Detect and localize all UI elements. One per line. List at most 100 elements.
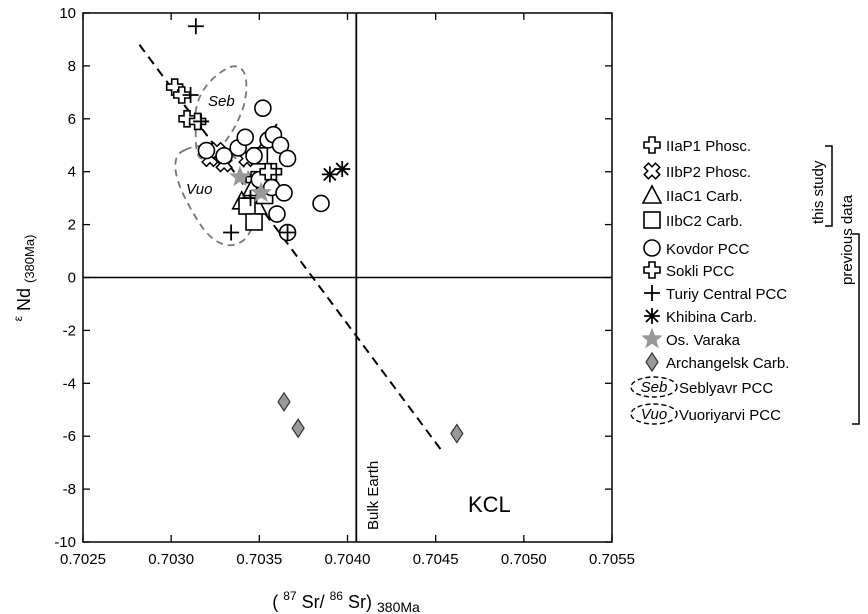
legend-entry: Archangelsk Carb. bbox=[645, 351, 789, 373]
data-points bbox=[165, 18, 464, 444]
data-point bbox=[268, 205, 286, 223]
legend: IIaP1 Phosc. IIbP2 Phosc. IIaC1 Carb. IIbC2… bbox=[630, 136, 789, 425]
series-plus bbox=[182, 18, 296, 241]
x-tick-label: 0.7055 bbox=[589, 551, 635, 568]
y-tick-label: 4 bbox=[68, 164, 76, 181]
seb-field-label: Seb bbox=[208, 93, 235, 110]
legend-entry-field: Vuo Vuoriyarvi PCC bbox=[630, 403, 781, 425]
series-star bbox=[229, 165, 272, 203]
this-study-label: this study bbox=[810, 160, 827, 224]
data-point bbox=[278, 149, 297, 168]
data-point bbox=[197, 141, 216, 160]
data-point bbox=[334, 161, 351, 178]
data-point bbox=[238, 197, 256, 215]
x-label-sup2: 86 bbox=[330, 589, 344, 603]
x-label-mid: Sr/ bbox=[302, 592, 325, 612]
legend-label: IIbC2 Carb. bbox=[666, 213, 743, 230]
seb-field-outline bbox=[194, 65, 248, 160]
legend-field-abbrev: Vuo bbox=[641, 406, 667, 423]
legend-marker-asterisk bbox=[644, 308, 660, 324]
data-point bbox=[178, 110, 196, 128]
legend-entry: Sokli PCC bbox=[643, 261, 735, 280]
legend-marker-square bbox=[643, 211, 661, 229]
this-study-bracket: this study bbox=[810, 145, 833, 227]
data-point bbox=[187, 18, 204, 35]
data-point bbox=[279, 224, 296, 241]
legend-field-abbrev: Seb bbox=[641, 379, 668, 396]
legend-marker-x-open bbox=[643, 162, 661, 180]
legend-marker-cross-open bbox=[643, 136, 661, 154]
legend-marker-star bbox=[641, 327, 663, 349]
reference-lines bbox=[83, 13, 612, 542]
data-point bbox=[229, 165, 251, 187]
y-tick-label: 6 bbox=[68, 111, 76, 128]
data-point bbox=[245, 147, 263, 165]
axes: 0.7025 0.7030 0.7035 0.7040 0.7045 0.7050 0.70… bbox=[54, 5, 635, 568]
vuo-field-label: Vuo bbox=[186, 181, 212, 198]
y-tick-label: 10 bbox=[59, 5, 76, 22]
data-point bbox=[254, 99, 272, 118]
y-tick-label: 0 bbox=[68, 270, 76, 287]
legend-entry: Khibina Carb. bbox=[644, 308, 757, 326]
legend-marker-plus-open bbox=[643, 261, 661, 279]
y-tick-label: -2 bbox=[63, 322, 76, 339]
y-tick-label: 2 bbox=[68, 217, 76, 234]
legend-marker-diamond bbox=[645, 351, 659, 373]
bulk-earth-label: Bulk Earth bbox=[365, 461, 382, 530]
previous-data-label: previous data bbox=[839, 194, 856, 285]
legend-label: IIaP1 Phosc. bbox=[666, 138, 751, 155]
y-tick-label: -8 bbox=[63, 481, 76, 498]
legend-marker-triangle bbox=[641, 184, 663, 204]
x-tick-label: 0.7040 bbox=[325, 551, 371, 568]
data-point bbox=[291, 418, 305, 439]
x-label-sup1: 87 bbox=[283, 589, 297, 603]
data-point bbox=[245, 213, 263, 231]
legend-marker-circle bbox=[643, 239, 661, 257]
x-tick-label: 0.7050 bbox=[501, 551, 547, 568]
data-point bbox=[259, 162, 277, 181]
data-point bbox=[215, 147, 233, 165]
y-label-main: Nd bbox=[14, 288, 34, 311]
data-point bbox=[312, 194, 330, 213]
legend-label: Vuoriyarvi PCC bbox=[679, 407, 781, 424]
y-tick-label: 8 bbox=[68, 58, 76, 75]
legend-entry: Kovdor PCC bbox=[643, 239, 750, 258]
legend-field-ellipse bbox=[630, 403, 678, 425]
y-label-sub: (380Ma) bbox=[22, 235, 37, 283]
data-point bbox=[193, 113, 210, 130]
legend-label: IIbP2 Phosc. bbox=[666, 164, 751, 181]
data-point bbox=[236, 128, 255, 147]
kcl-dashed-line bbox=[138, 44, 444, 453]
data-point bbox=[182, 86, 199, 103]
kcl-annotation: KCL bbox=[468, 492, 511, 517]
legend-entry-field: Seb Seblyavr PCC bbox=[630, 376, 773, 398]
legend-label: Khibina Carb. bbox=[666, 309, 757, 326]
data-point bbox=[250, 181, 272, 203]
y-label-sup: ε bbox=[11, 315, 25, 321]
legend-entry: IIaP1 Phosc. bbox=[643, 136, 751, 155]
series-circle bbox=[197, 99, 330, 242]
legend-label: Archangelsk Carb. bbox=[666, 355, 789, 372]
y-tick-label: -6 bbox=[63, 428, 76, 445]
data-point bbox=[277, 391, 291, 412]
x-tick-label: 0.7035 bbox=[236, 551, 282, 568]
legend-entry: IIbP2 Phosc. bbox=[643, 162, 751, 181]
x-label-open: ( bbox=[272, 592, 278, 612]
legend-label: Sokli PCC bbox=[666, 263, 735, 280]
legend-entry: IIbC2 Carb. bbox=[643, 211, 743, 230]
data-point bbox=[172, 86, 191, 104]
legend-entry: Turiy Central PCC bbox=[644, 285, 787, 303]
legend-marker-plus bbox=[644, 285, 660, 301]
data-point bbox=[450, 423, 464, 444]
series-diamond bbox=[277, 391, 464, 444]
previous-data-bracket: previous data bbox=[839, 194, 860, 425]
legend-entry: IIaC1 Carb. bbox=[641, 184, 743, 205]
x-label-sub: 380Ma bbox=[377, 599, 420, 614]
data-point bbox=[223, 224, 240, 241]
x-axis-label: ( 87 Sr/ 86 Sr) 380Ma bbox=[272, 584, 420, 614]
y-tick-label: -4 bbox=[63, 375, 76, 392]
x-tick-label: 0.7030 bbox=[148, 551, 194, 568]
data-point bbox=[321, 166, 338, 183]
legend-field-ellipse bbox=[630, 376, 678, 398]
